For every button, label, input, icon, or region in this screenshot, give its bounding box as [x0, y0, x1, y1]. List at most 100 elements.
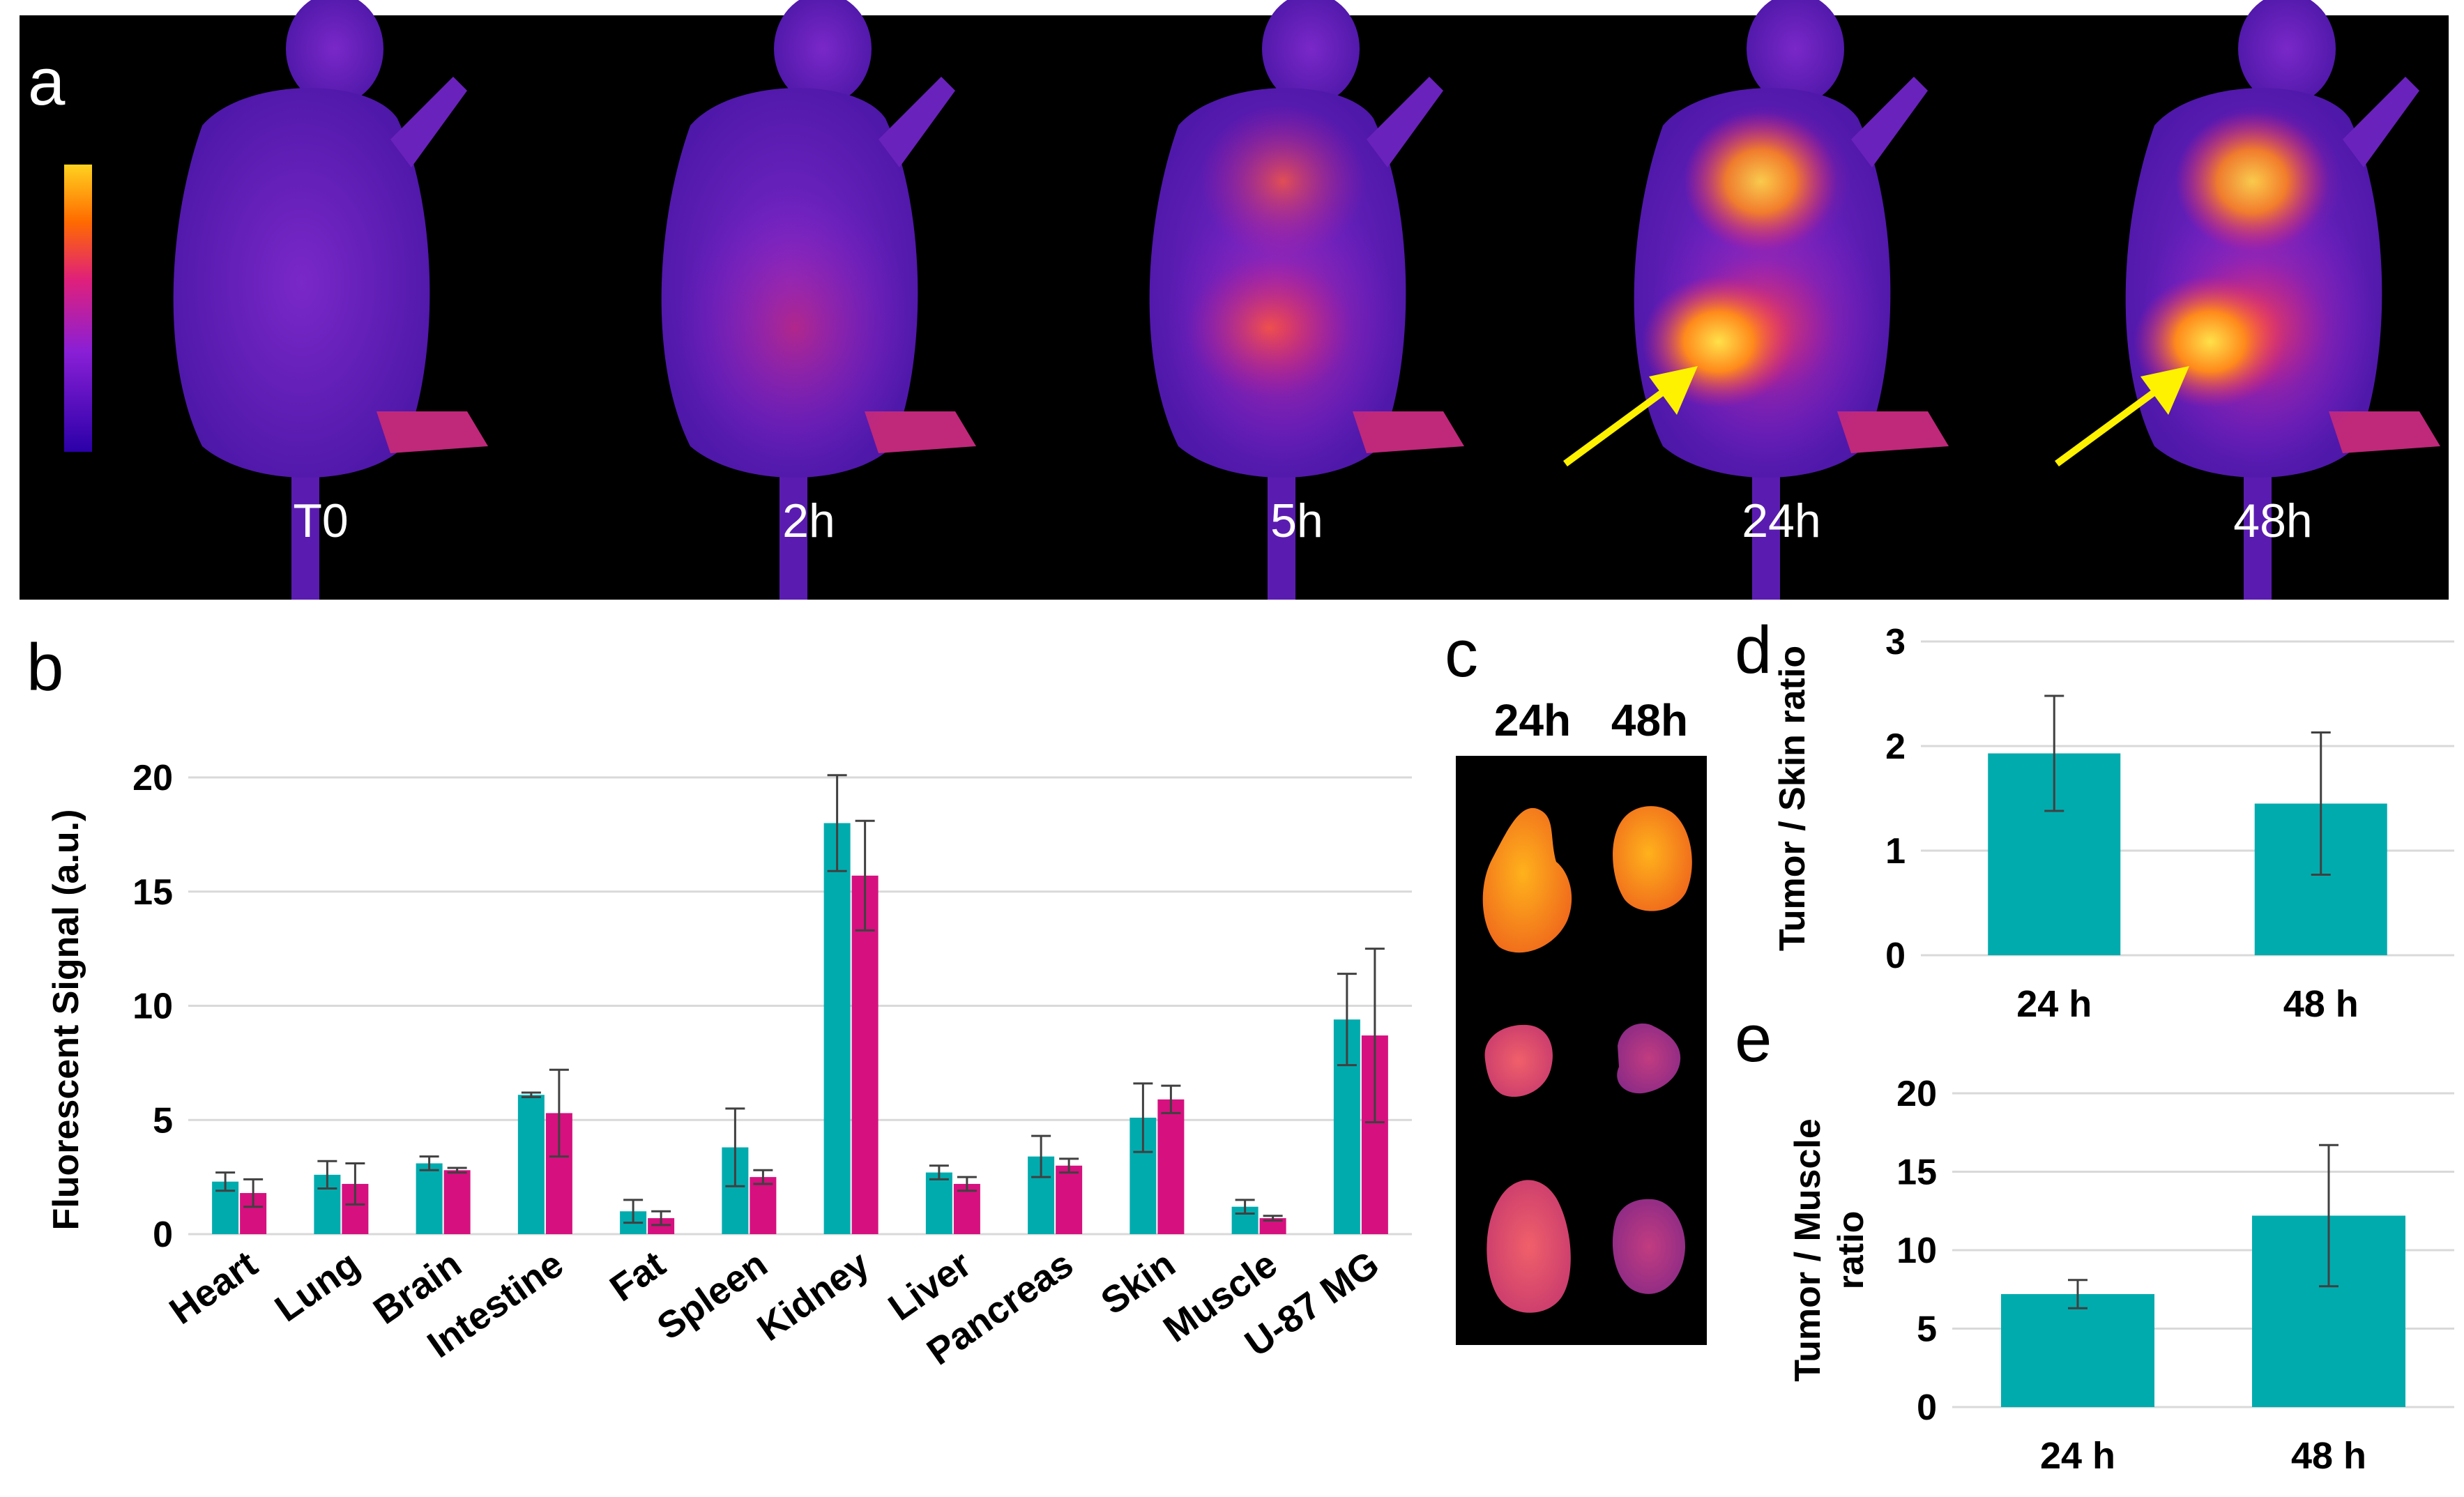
bar	[1259, 1218, 1286, 1234]
organ-tumor-48h	[1613, 806, 1692, 911]
colorbar-scale	[64, 165, 92, 452]
organ-middle-24h	[1484, 1024, 1553, 1097]
bar	[1056, 1165, 1083, 1234]
signal-lower	[1185, 258, 1353, 397]
mouse-5h	[1149, 0, 1464, 600]
x-category-label: Heart	[162, 1243, 265, 1332]
organ-lower-48h	[1612, 1199, 1685, 1294]
chart-d-plot: 0 1 2 3 24 h 48 h Tumor / Skin ratio	[1772, 622, 2454, 1025]
y-tick-label: 10	[1896, 1231, 1937, 1271]
x-category-label: Spleen	[650, 1243, 775, 1348]
y-tick-label: 0	[1885, 936, 1906, 976]
ex-vivo-header-24h: 24h	[1494, 695, 1571, 745]
signal-diffuse	[676, 188, 913, 467]
panel-e-tumor-muscle-chart: e 0 5 10 15 20 24 h 48 h Tumor / Muscle ratio	[1735, 1001, 2454, 1477]
bar	[2001, 1294, 2154, 1407]
bar	[851, 875, 879, 1234]
mouse-forelimb	[879, 77, 955, 167]
x-category-label: Kidney	[750, 1243, 877, 1349]
y-tick-label: 10	[132, 987, 173, 1027]
mouse-forelimb	[2343, 77, 2419, 167]
x-category-label: 48 h	[2283, 983, 2359, 1025]
mouse-48h	[2055, 0, 2440, 600]
organ-middle-48h	[1617, 1023, 1681, 1094]
mouse-forelimb	[390, 77, 467, 167]
y-tick-label: 5	[153, 1100, 173, 1141]
panel-letter-b: b	[26, 630, 63, 705]
signal-upper-hot	[1684, 112, 1837, 251]
ex-vivo-header-48h: 48h	[1611, 695, 1688, 745]
y-tick-label: 2	[1885, 727, 1906, 767]
y-tick-label: 15	[132, 872, 173, 913]
bar	[823, 823, 851, 1234]
tumor-arrow-head	[1649, 366, 1698, 415]
y-tick-label: 0	[1917, 1388, 1937, 1428]
mouse-head	[774, 0, 872, 105]
chart-e-plot: 0 5 10 15 20 24 h 48 h Tumor / Muscle ratio	[1788, 1074, 2454, 1477]
mouse-body	[173, 88, 430, 478]
timepoint-label: T0	[293, 494, 348, 547]
mouse-head	[286, 0, 383, 105]
bar	[953, 1183, 980, 1234]
y-tick-label: 0	[153, 1215, 173, 1255]
panel-letter-c: c	[1445, 616, 1478, 691]
y-tick-label: 20	[132, 758, 173, 798]
y-tick-label: 3	[1885, 622, 1906, 662]
timepoint-label: 48h	[2233, 494, 2312, 547]
bar	[648, 1218, 675, 1234]
y-tick-label: 15	[1896, 1153, 1937, 1193]
signal-upper	[1199, 105, 1367, 258]
panel-c-ex-vivo-images: c 24h 48h	[1445, 616, 1707, 1345]
mouse-images	[173, 0, 2440, 600]
y-tick-label: 20	[1896, 1074, 1937, 1114]
signal-upper-hot	[2175, 112, 2329, 251]
y-axis-title: Tumor / Muscle	[1788, 1118, 1828, 1382]
mouse-hindlimb	[1837, 411, 1949, 453]
x-category-label: 48 h	[2291, 1435, 2366, 1477]
timepoint-labels: T0 2h 5h 24h 48h	[293, 494, 2312, 547]
timepoint-label: 24h	[1742, 494, 1820, 547]
x-category-label: Fat	[602, 1243, 673, 1310]
y-tick-label: 5	[1917, 1309, 1937, 1350]
mouse-T0	[173, 0, 488, 600]
mouse-head	[2238, 0, 2336, 105]
bar	[1157, 1099, 1185, 1234]
bar	[925, 1172, 952, 1234]
mouse-head	[1747, 0, 1844, 105]
timepoint-label: 5h	[1270, 494, 1323, 547]
mouse-24h	[1563, 0, 1949, 600]
mouse-hindlimb	[377, 411, 488, 453]
x-category-label: 24 h	[2016, 983, 2092, 1025]
bar	[750, 1177, 777, 1234]
bar	[443, 1170, 471, 1234]
mouse-forelimb	[1367, 77, 1443, 167]
mouse-hindlimb	[1353, 411, 1464, 453]
mouse-forelimb	[1851, 77, 1928, 167]
organ-tumor-24h	[1482, 807, 1572, 953]
tumor-arrow-shaft	[2055, 383, 2163, 467]
tumor-arrow-head	[2140, 366, 2189, 415]
bar	[517, 1095, 545, 1234]
timepoint-label: 2h	[782, 494, 835, 547]
mouse-2h	[661, 0, 976, 600]
y-tick-label: 1	[1885, 831, 1906, 872]
x-category-label: Lung	[268, 1243, 367, 1330]
mouse-hindlimb	[865, 411, 976, 453]
panel-a-imaging-strip: a T0 2h 5h 24h 48h	[20, 0, 2449, 600]
panel-d-tumor-skin-chart: d 0 1 2 3 24 h 48 h Tumor / Skin ratio	[1735, 613, 2454, 1025]
panel-letter-d: d	[1735, 613, 1772, 687]
y-axis-title: Tumor / Skin ratio	[1772, 646, 1813, 951]
panel-letter-a: a	[28, 45, 66, 119]
y-axis-title: Fluorescent Signal (a.u.)	[46, 810, 86, 1231]
bar	[416, 1163, 443, 1234]
mouse-head	[1262, 0, 1360, 105]
tumor-arrow-shaft	[1563, 383, 1672, 467]
x-category-label: 24 h	[2040, 1435, 2115, 1477]
mouse-hindlimb	[2329, 411, 2440, 453]
y-axis-title: ratio	[1831, 1211, 1871, 1290]
organ-lower-24h	[1486, 1180, 1571, 1313]
panel-letter-e: e	[1735, 1001, 1772, 1076]
